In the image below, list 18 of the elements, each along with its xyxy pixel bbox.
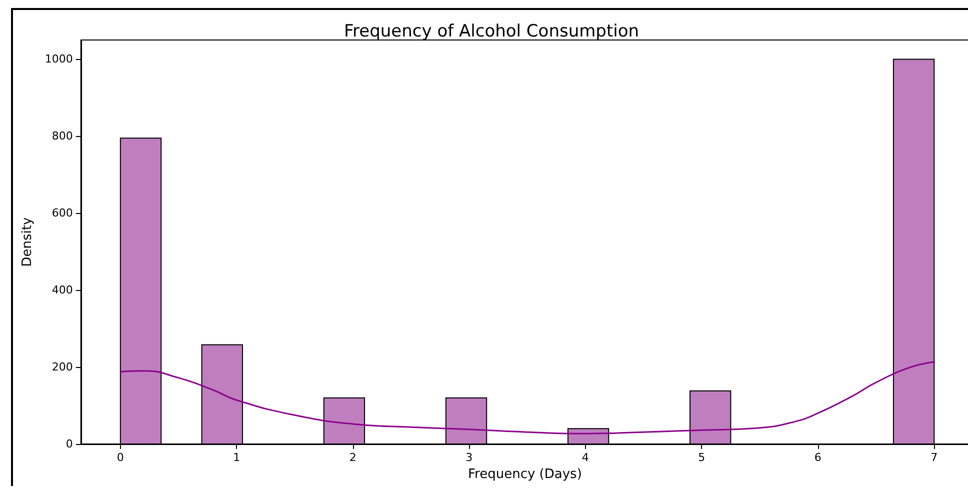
x-tick-label: 2 [349, 451, 356, 464]
y-tick-label: 1000 [44, 52, 73, 66]
y-tick-label: 0 [66, 438, 73, 450]
y-axis-title: Density [20, 216, 35, 267]
x-tick-label: 7 [930, 451, 938, 464]
x-tick-label: 1 [233, 451, 240, 464]
x-tick-label: 0 [116, 451, 124, 464]
line-series [120, 361, 935, 434]
y-tick-label: 400 [52, 284, 73, 297]
x-axis-title: Frequency (Days) [468, 467, 582, 482]
chart-title: Frequency of Alcohol Consumption [344, 22, 640, 42]
y-tick-label: 200 [52, 360, 73, 374]
x-tick-label: 6 [814, 451, 822, 464]
x-tick-label: 3 [466, 451, 473, 464]
x-tick-label: 4 [582, 451, 589, 464]
y-tick-label: 600 [52, 206, 73, 220]
y-tick-label: 800 [52, 130, 73, 143]
x-tick-label: 5 [698, 451, 706, 464]
